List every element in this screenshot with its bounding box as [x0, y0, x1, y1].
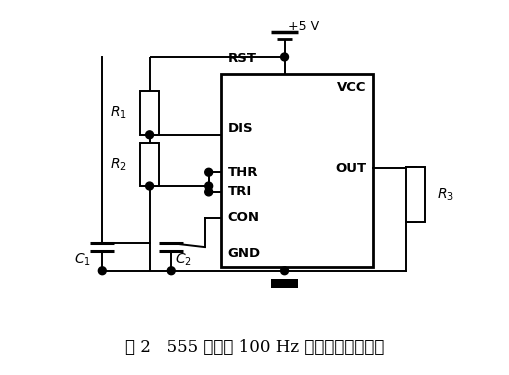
Text: +5 V: +5 V: [287, 20, 318, 33]
Bar: [270, 279, 298, 288]
Text: $R_2$: $R_2$: [109, 156, 126, 172]
Text: GND: GND: [227, 246, 260, 259]
Text: THR: THR: [227, 166, 258, 179]
Text: RST: RST: [227, 53, 256, 65]
Circle shape: [204, 188, 212, 196]
Text: OUT: OUT: [334, 162, 365, 175]
Circle shape: [204, 168, 212, 176]
Text: $R_3$: $R_3$: [436, 187, 454, 203]
Text: $C_2$: $C_2$: [175, 252, 192, 268]
Text: DIS: DIS: [227, 122, 252, 135]
Circle shape: [98, 267, 106, 275]
Text: CON: CON: [227, 211, 259, 224]
Circle shape: [280, 267, 288, 275]
Circle shape: [204, 182, 212, 190]
Text: $R_1$: $R_1$: [109, 105, 126, 122]
Circle shape: [167, 267, 175, 275]
Text: VCC: VCC: [336, 81, 365, 94]
Circle shape: [146, 182, 153, 190]
Text: TRI: TRI: [227, 185, 251, 198]
Bar: [139, 92, 159, 135]
Bar: [139, 142, 159, 186]
Bar: [405, 167, 425, 222]
Text: $C_1$: $C_1$: [74, 252, 91, 268]
Text: 图 2   555 构成的 100 Hz 多谐振荡器原理图: 图 2 555 构成的 100 Hz 多谐振荡器原理图: [125, 339, 384, 356]
Circle shape: [280, 53, 288, 61]
Bar: [220, 74, 373, 267]
Circle shape: [146, 131, 153, 139]
